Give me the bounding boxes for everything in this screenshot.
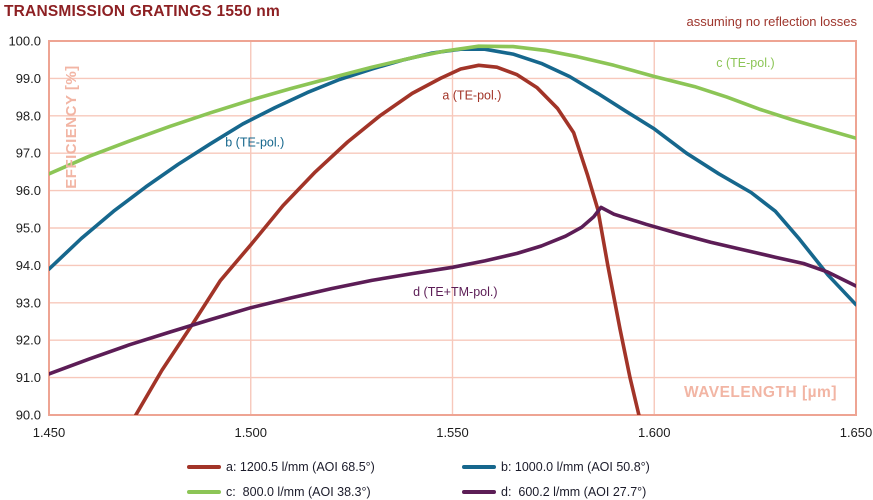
x-tick-label: 1.600 [638,425,671,440]
y-tick-label: 99.0 [16,71,41,86]
legend-label-b: b: 1000.0 l/mm (AOI 50.8°) [501,459,650,474]
x-axis-title: WAVELENGTH [µm] [683,384,837,401]
y-tick-label: 94.0 [16,258,41,273]
y-tick-label: 100.0 [8,34,41,49]
legend-label-c: c: 800.0 l/mm (AOI 38.3°) [226,484,371,499]
y-tick-label: 98.0 [16,108,41,123]
y-tick-label: 96.0 [16,183,41,198]
legend-swatch-c [187,489,221,494]
y-axis-title: EFFICIENCY [%] [63,65,80,189]
legend-item-c: c: 800.0 l/mm (AOI 38.3°) [187,485,462,499]
curve-d [49,205,856,376]
curve-label-b: b (TE-pol.) [225,135,284,149]
legend-swatch-b [462,464,496,469]
curve-b [49,47,856,307]
curve-label-c: c (TE-pol.) [716,56,774,70]
plot-border [48,40,857,416]
legend-swatch-a [187,464,221,469]
page-subtitle: assuming no reflection losses [686,14,857,29]
x-tick-label: 1.450 [33,425,66,440]
y-tick-label: 93.0 [16,295,41,310]
y-tick-label: 91.0 [16,370,41,385]
legend-item-b: b: 1000.0 l/mm (AOI 50.8°) [462,460,737,474]
chart-legend: a: 1200.5 l/mm (AOI 68.5°) b: 1000.0 l/mm… [187,454,737,500]
curve-label-d: d (TE+TM-pol.) [413,285,497,299]
curve-label-a: a (TE-pol.) [442,89,501,103]
y-tick-label: 95.0 [16,221,41,236]
legend-item-a: a: 1200.5 l/mm (AOI 68.5°) [187,460,462,474]
page-title: TRANSMISSION GRATINGS 1550 nm [4,3,280,20]
y-tick-label: 92.0 [16,333,41,348]
x-tick-label: 1.650 [840,425,873,440]
efficiency-vs-wavelength-chart: a (TE-pol.) b (TE-pol.) c (TE-pol.) d (TE+T… [8,34,873,441]
legend-item-d: d: 600.2 l/mm (AOI 27.7°) [462,485,737,499]
legend-swatch-d [462,489,496,494]
legend-label-d: d: 600.2 l/mm (AOI 27.7°) [501,484,647,499]
curve-a [134,63,641,415]
y-tick-label: 90.0 [16,408,41,423]
y-tick-label: 97.0 [16,146,41,161]
legend-label-a: a: 1200.5 l/mm (AOI 68.5°) [226,459,375,474]
curve-c [49,44,856,176]
x-tick-label: 1.550 [436,425,469,440]
x-tick-label: 1.500 [234,425,267,440]
